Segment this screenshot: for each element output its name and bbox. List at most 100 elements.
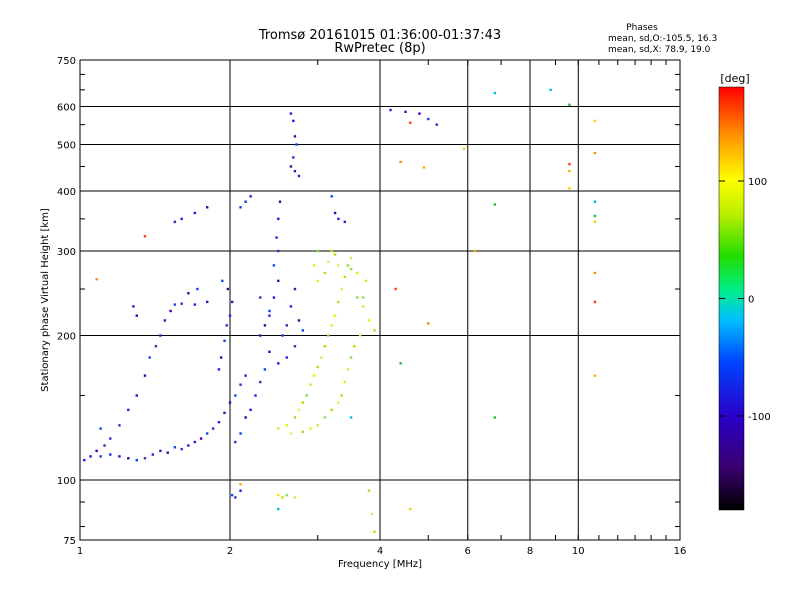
colorbar-tick-label: 0 [748,295,754,306]
x-tick-label: 10 [572,546,585,557]
echo-point [263,368,267,371]
echo-point [263,324,267,327]
echo-point [301,329,305,332]
echo-point [337,217,340,221]
echo-point [234,440,237,444]
echo-point [135,394,138,397]
echo-point [435,123,438,126]
echo-point [568,162,571,166]
echo-point [301,430,305,434]
x-tick-label: 8 [527,546,533,557]
echo-point [293,287,297,291]
echo-point [549,88,552,92]
echo-point [285,493,288,497]
x-tick-label: 6 [465,546,471,557]
echo-point [95,449,98,453]
echo-point [234,496,237,499]
echo-point [409,121,412,124]
x-tick-label: 4 [377,546,383,557]
echo-point [205,300,209,304]
echo-point [593,119,597,123]
echo-point [281,334,284,337]
echo-point [180,302,183,305]
echo-point [297,408,301,412]
echo-point [333,314,337,317]
y-tick-label: 600 [57,103,76,114]
echo-point [228,401,232,404]
echo-point [289,432,293,435]
y-tick-label: 200 [57,332,76,343]
echo-point [219,356,223,359]
echo-point [309,383,312,386]
echo-point [239,432,242,435]
echo-point [187,444,190,447]
echo-point [305,394,308,397]
colorbar-unit-label: [deg] [720,72,749,85]
echo-point [327,334,330,337]
echo-point [99,427,102,430]
echo-point [159,449,162,453]
echo-point [373,329,376,332]
echo-point [221,279,224,283]
echo-point [239,489,242,492]
echo-point [493,416,497,419]
echo-point [285,356,288,359]
x-tick-label: 2 [227,546,233,557]
echo-point [217,420,221,424]
echo-point [323,416,327,419]
echo-point [409,507,412,511]
echo-point [293,169,297,173]
echo-point [259,334,262,337]
echo-point [323,345,327,348]
axis-ticks [79,60,680,540]
echo-point [297,319,301,322]
echo-point [205,206,209,209]
echo-point [205,432,209,435]
echo-point [277,217,280,221]
echo-point [330,195,333,198]
echo-point [593,374,597,377]
echo-point [154,345,158,348]
phases-x-mode: mean, sd,X: 78.9, 19.0 [608,45,711,55]
chart-title: Tromsø 20161015 01:36:00-01:37:43 [258,28,501,43]
y-tick-label: 500 [57,141,76,152]
y-tick-label: 400 [57,187,76,198]
echo-point [346,264,350,267]
echo-point [473,249,477,253]
y-tick-label: 750 [57,56,76,67]
echo-point [277,362,280,365]
echo-point [593,300,597,304]
echo-point [297,174,301,178]
echo-point [163,319,167,322]
echo-point [277,279,280,283]
echo-point [323,271,327,275]
echo-point [333,211,337,215]
echo-point [187,292,190,295]
echo-point [244,416,247,419]
echo-point [367,319,371,322]
echo-point [316,279,319,283]
echo-point [132,305,135,308]
echo-point [355,296,359,299]
echo-point [89,455,92,458]
colorbar-ticks: 100 0 -100 [719,177,771,423]
echo-point [95,278,98,281]
y-tick-label: 300 [57,247,76,258]
echo-point [143,235,147,238]
echo-point [275,236,278,239]
echo-point [568,103,571,106]
echo-point [462,147,466,150]
echo-point [312,264,316,267]
echo-point [364,279,368,283]
chart-subtitle: RwPretec (8p) [334,41,425,56]
echo-point [180,217,183,221]
echo-point [83,458,86,462]
echo-point [217,368,221,371]
echo-point [159,334,162,337]
echo-point [493,203,497,206]
grid-lines [80,60,680,540]
echo-point [568,187,571,190]
echo-point [223,339,226,343]
echo-point [199,437,203,440]
